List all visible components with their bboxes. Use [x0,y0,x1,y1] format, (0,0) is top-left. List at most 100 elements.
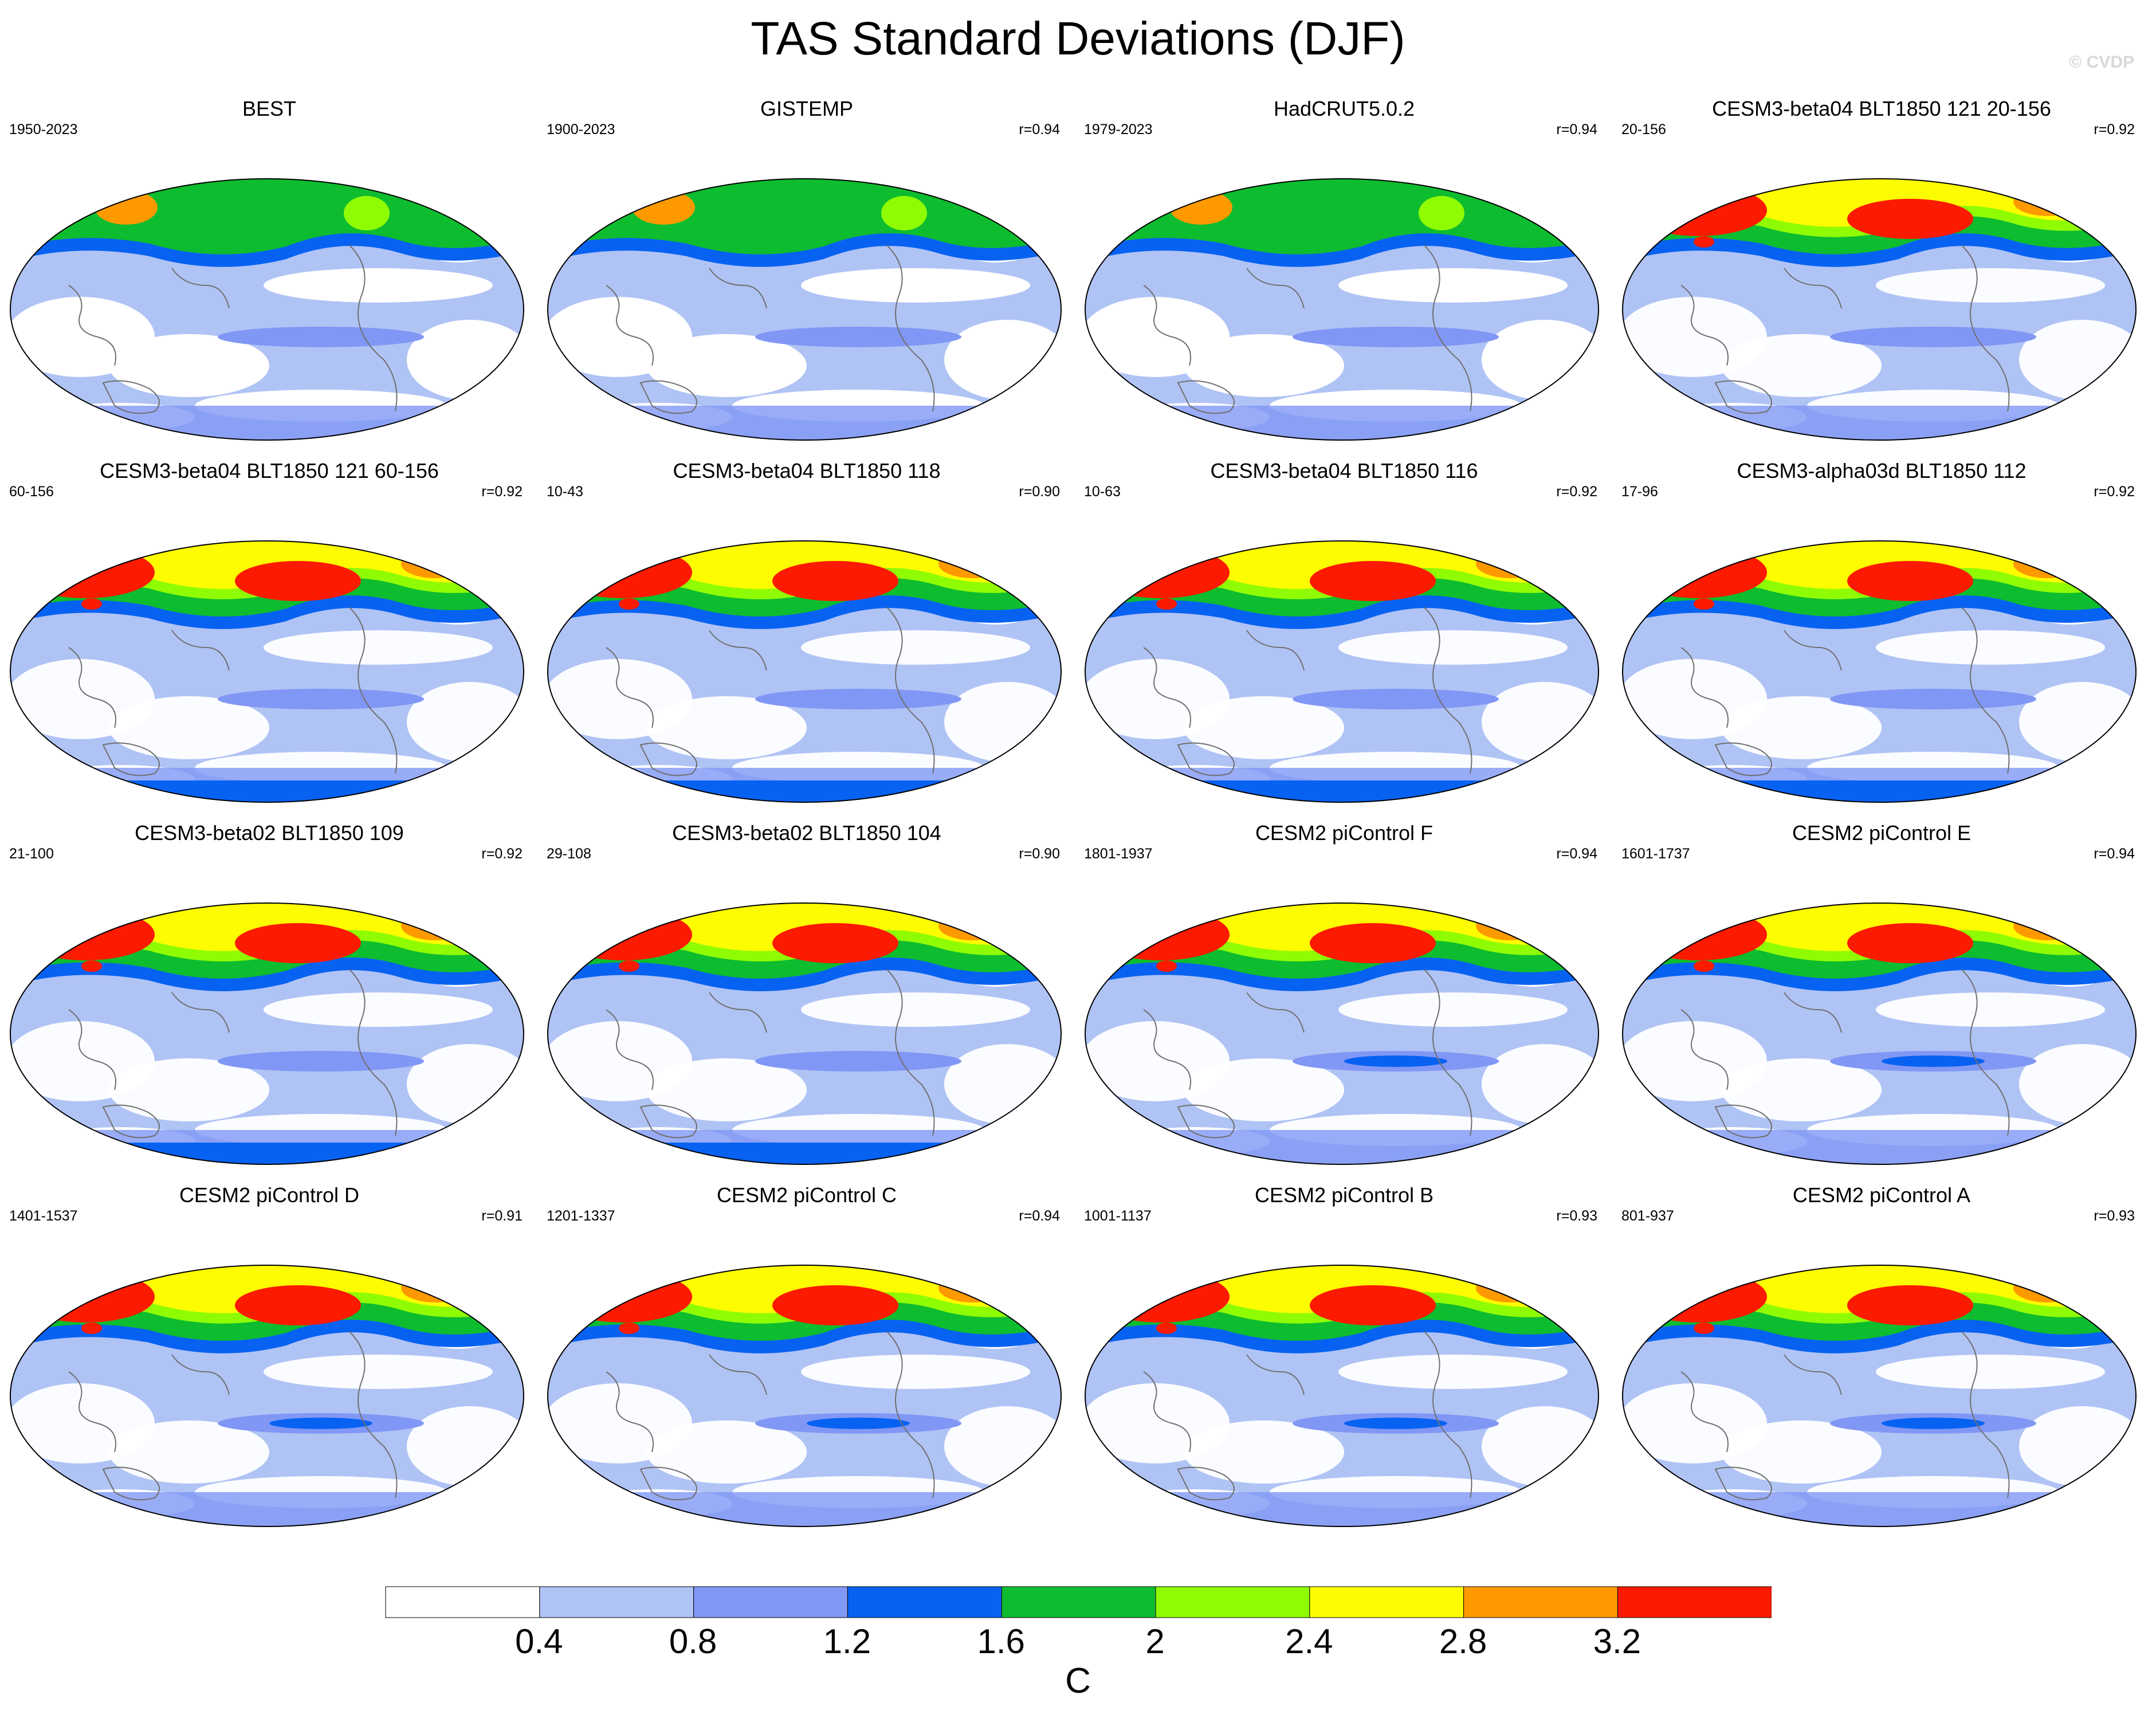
map-panel: CESM3-beta02 BLT1850 104 29-108 r=0.90 [537,821,1076,1182]
colorbar-tick-label: 1.6 [977,1622,1025,1661]
panel-title: CESM2 piControl E [1792,821,1972,845]
panel-title: CESM2 piControl C [716,1183,897,1207]
copyright-watermark: © CVDP [2069,53,2134,72]
colorbar-swatch [1155,1586,1310,1618]
panel-correlation: r=0.91 [481,1208,523,1224]
panel-years: 29-108 [547,846,591,862]
panel-years: 1201-1337 [547,1208,615,1224]
panel-correlation: r=0.93 [2094,1208,2135,1224]
panel-title: HadCRUT5.0.2 [1273,97,1415,120]
world-map [1085,178,1599,441]
world-map [547,1265,1062,1527]
panel-correlation: r=0.94 [1019,1208,1060,1224]
map-panel: CESM2 piControl B 1001-1137 r=0.93 [1075,1183,1613,1544]
map-panel: CESM2 piControl C 1201-1337 r=0.94 [537,1183,1076,1544]
colorbar-swatch [1309,1586,1464,1618]
panel-title: CESM3-beta04 BLT1850 118 [673,459,941,482]
panel-correlation: r=0.92 [2094,121,2135,138]
colorbar-swatch [847,1586,1002,1618]
world-map [10,178,524,441]
world-map [1085,540,1599,803]
world-map [10,902,524,1165]
map-panel: GISTEMP 1900-2023 r=0.94 [537,96,1076,457]
panel-correlation: r=0.94 [1556,846,1597,862]
panel-correlation: r=0.90 [1019,846,1060,862]
world-map [1622,540,2137,803]
world-map [1622,178,2137,441]
map-panel: CESM3-alpha03d BLT1850 112 17-96 r=0.92 [1612,458,2151,819]
colorbar-swatch [385,1586,540,1618]
figure-title: TAS Standard Deviations (DJF) [751,13,1405,65]
panel-title: BEST [242,97,297,120]
map-panel: CESM2 piControl E 1601-1737 r=0.94 [1612,821,2151,1182]
panel-years: 17-96 [1621,484,1658,500]
panel-years: 60-156 [9,484,54,500]
map-panel: CESM3-beta04 BLT1850 121 20-156 20-156 r=0… [1612,96,2151,457]
panel-correlation: r=0.92 [481,484,523,500]
map-panel: CESM3-beta04 BLT1850 121 60-156 60-156 r=0… [0,458,539,819]
panel-title: CESM3-beta02 BLT1850 109 [135,821,404,845]
panel-title: CESM3-alpha03d BLT1850 112 [1737,459,2027,482]
panel-correlation: r=0.92 [1556,484,1597,500]
panel-years: 1950-2023 [9,121,78,138]
colorbar-tick-label: 1.2 [823,1622,871,1661]
panel-years: 1801-1937 [1084,846,1153,862]
colorbar-swatch [1001,1586,1156,1618]
colorbar-tick-label: 2.4 [1285,1622,1333,1661]
panel-correlation: r=0.94 [2094,846,2135,862]
panel-years: 21-100 [9,846,54,862]
panel-years: 10-43 [547,484,583,500]
panel-title: CESM2 piControl B [1254,1183,1434,1207]
panel-title: CESM2 piControl A [1792,1183,1971,1207]
map-panel: CESM2 piControl D 1401-1537 r=0.91 [0,1183,539,1544]
panel-title: CESM2 piControl D [179,1183,360,1207]
world-map [1622,902,2137,1165]
map-panel: BEST 1950-2023 [0,96,539,457]
world-map [1622,1265,2137,1527]
panel-correlation: r=0.92 [2094,484,2135,500]
panel-years: 10-63 [1084,484,1121,500]
panel-years: 1979-2023 [1084,121,1153,138]
colorbar-tick-labels: 0.4 0.8 1.2 1.6 2 2.4 2.8 3.2 [0,1622,2156,1662]
panel-title: CESM3-beta04 BLT1850 116 [1210,459,1478,482]
panel-title: CESM3-beta04 BLT1850 121 20-156 [1712,97,2051,120]
panel-title: GISTEMP [760,97,854,120]
colorbar-swatch [539,1586,694,1618]
colorbar [385,1586,1772,1618]
map-panel: CESM2 piControl A 801-937 r=0.93 [1612,1183,2151,1544]
panel-correlation: r=0.94 [1019,121,1060,138]
panel-years: 20-156 [1621,121,1666,138]
world-map [10,1265,524,1527]
colorbar-swatch [1617,1586,1772,1618]
panel-correlation: r=0.93 [1556,1208,1597,1224]
colorbar-unit-label: C [1065,1661,1091,1701]
colorbar-tick-label: 2 [1145,1622,1165,1661]
colorbar-tick-label: 2.8 [1439,1622,1487,1661]
panel-title: CESM3-beta04 BLT1850 121 60-156 [100,459,439,482]
world-map [10,540,524,803]
panel-years: 801-937 [1621,1208,1674,1224]
panel-correlation: r=0.92 [481,846,523,862]
colorbar-tick-label: 3.2 [1593,1622,1641,1661]
colorbar-swatch [1463,1586,1618,1618]
panel-years: 1900-2023 [547,121,615,138]
panel-correlation: r=0.94 [1556,121,1597,138]
panel-years: 1401-1537 [9,1208,78,1224]
panel-correlation: r=0.90 [1019,484,1060,500]
world-map [1085,902,1599,1165]
colorbar-tick-label: 0.8 [669,1622,717,1661]
map-panel: CESM3-beta02 BLT1850 109 21-100 r=0.92 [0,821,539,1182]
colorbar-swatch [693,1586,848,1618]
panel-years: 1601-1737 [1621,846,1690,862]
world-map [547,178,1062,441]
map-panel: CESM3-beta04 BLT1850 118 10-43 r=0.90 [537,458,1076,819]
panel-title: CESM2 piControl F [1255,821,1434,845]
colorbar-tick-label: 0.4 [515,1622,563,1661]
panel-years: 1001-1137 [1084,1208,1152,1224]
world-map [547,540,1062,803]
world-map [1085,1265,1599,1527]
map-panel: CESM3-beta04 BLT1850 116 10-63 r=0.92 [1075,458,1613,819]
map-panel: HadCRUT5.0.2 1979-2023 r=0.94 [1075,96,1613,457]
map-panel: CESM2 piControl F 1801-1937 r=0.94 [1075,821,1613,1182]
panel-title: CESM3-beta02 BLT1850 104 [672,821,941,845]
